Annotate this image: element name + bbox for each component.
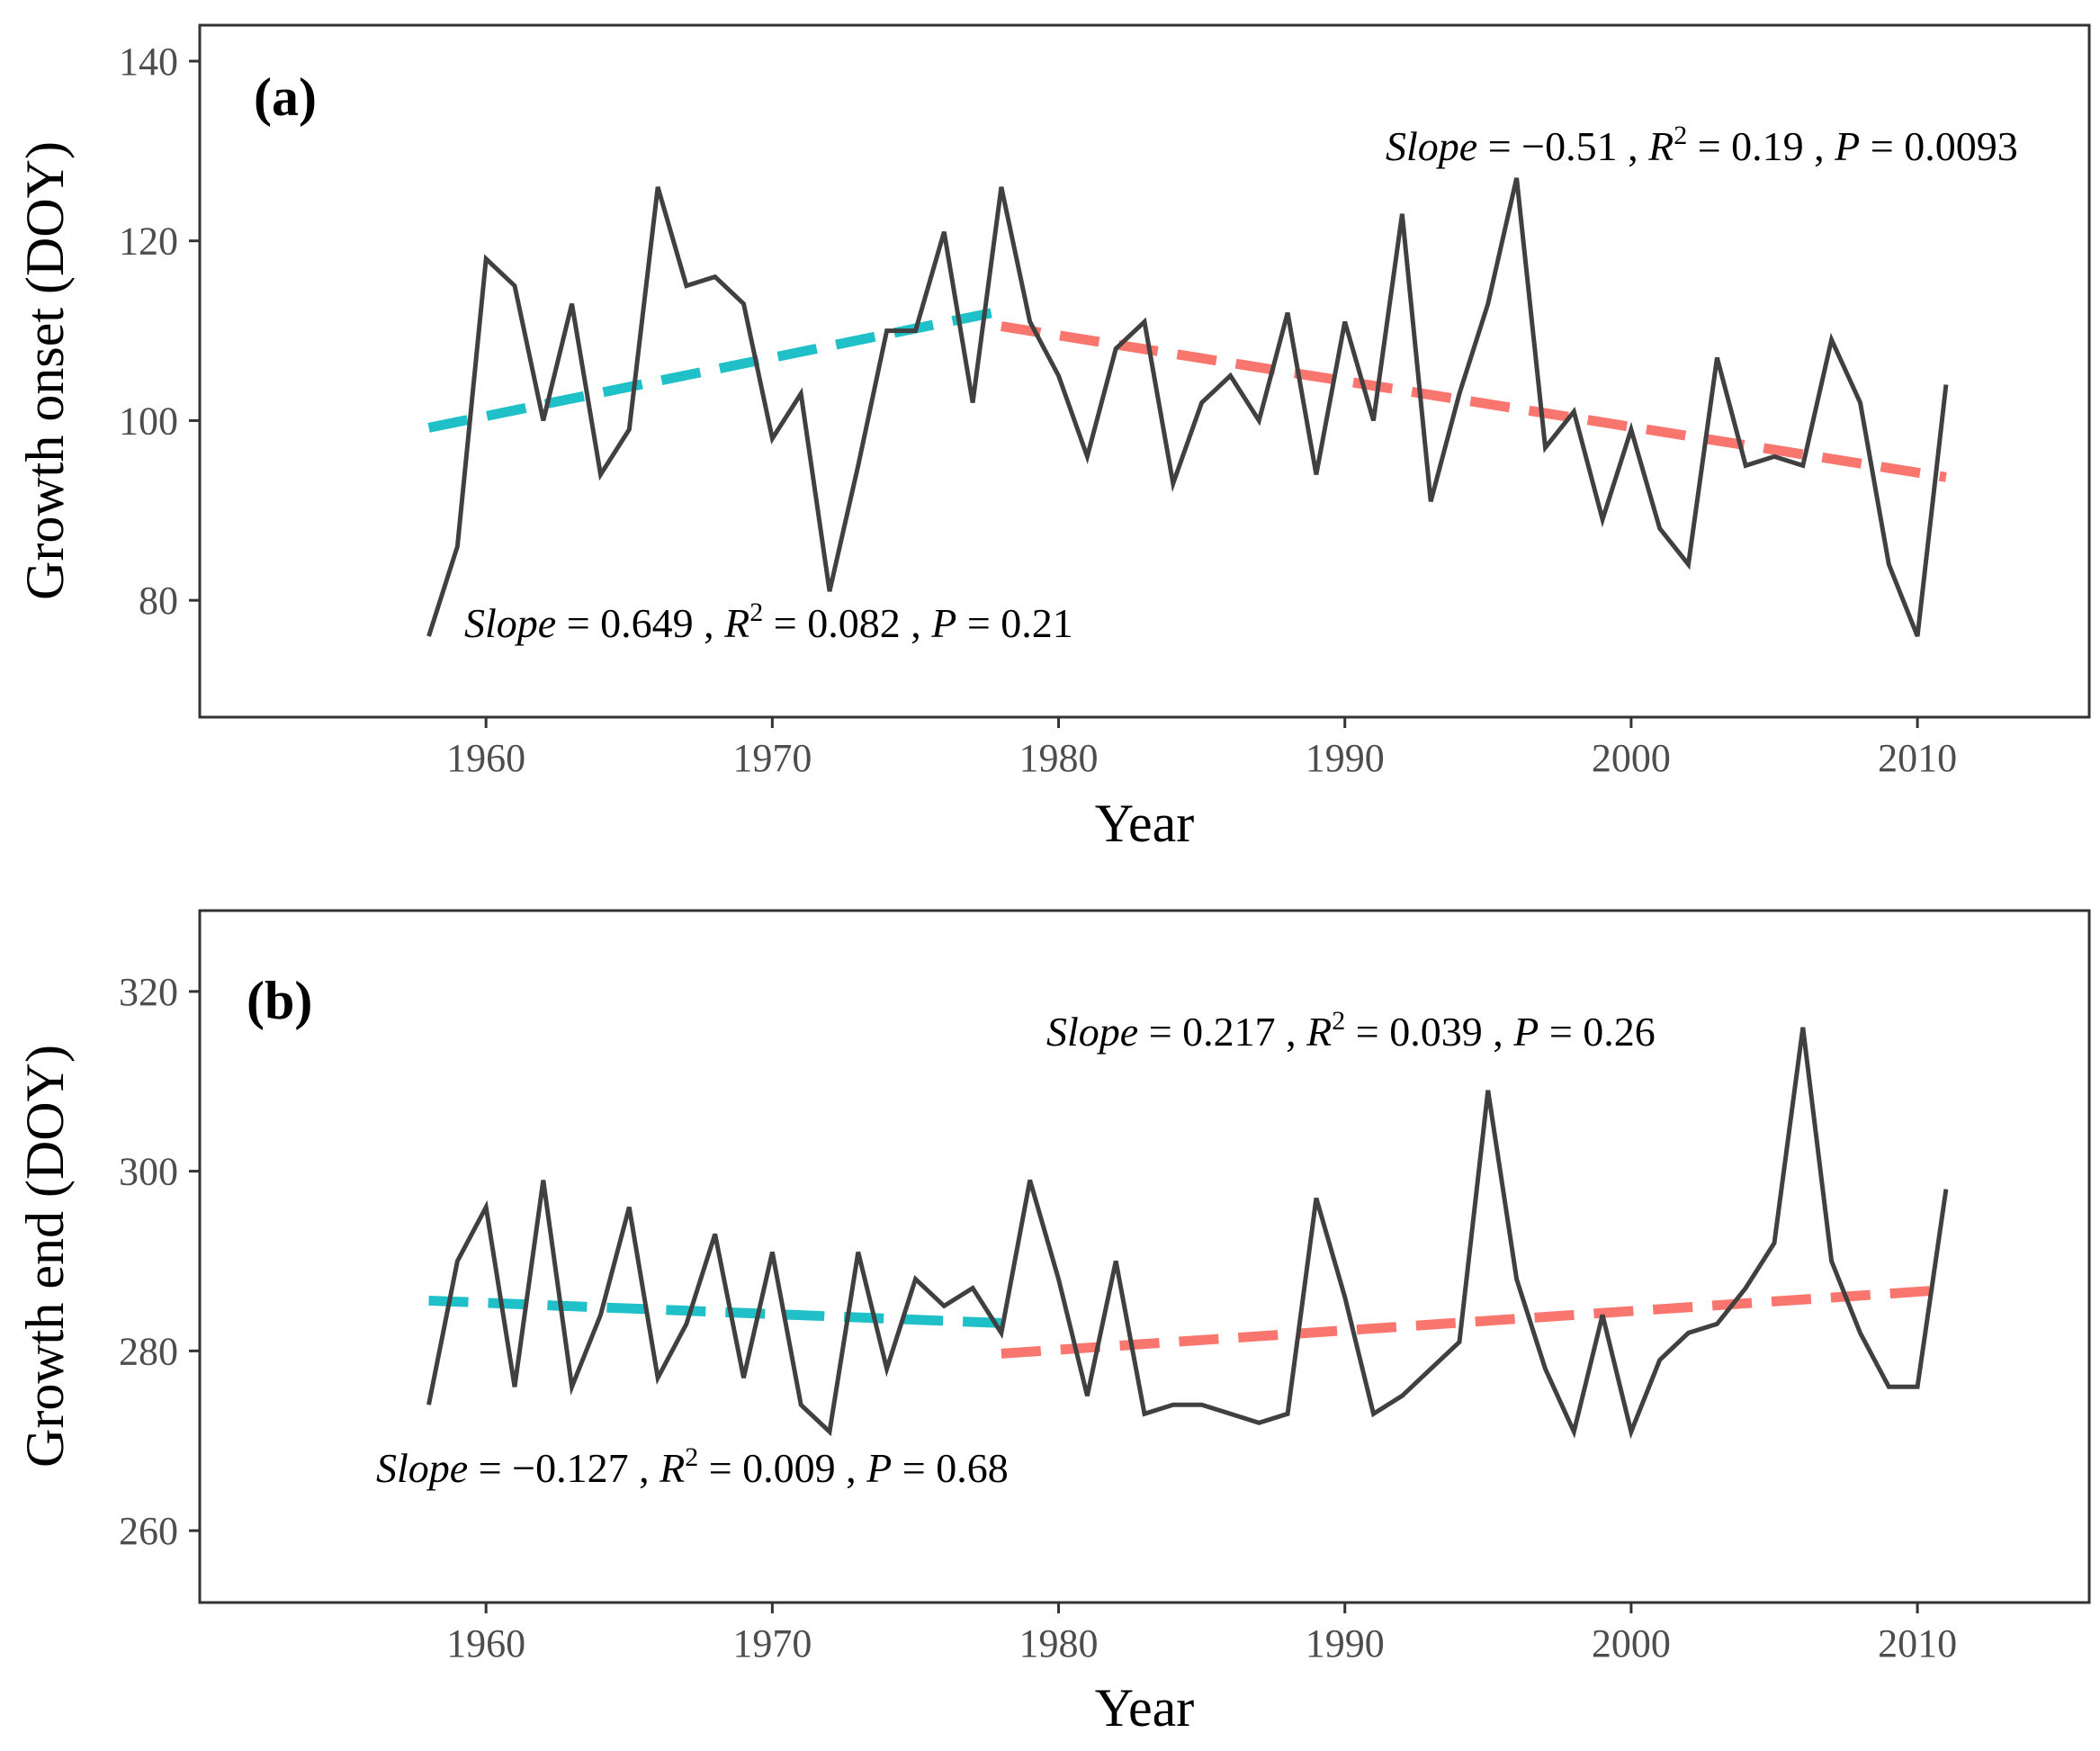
panel-b-frame	[198, 909, 2091, 1604]
panel-a-x-tick-label: 1990	[1306, 736, 1385, 780]
panel-b-y-tick-label: 320	[119, 970, 178, 1014]
panel-b-ticks: 1960 1970 1980 1990 2000 2010 260 280 300 320	[119, 970, 1957, 1666]
panel-b-x-tick-label: 1990	[1306, 1621, 1385, 1666]
panel-a-label: (a)	[254, 67, 317, 127]
panel-b-trend-line-late	[1001, 1284, 1947, 1359]
panel-b-y-tick-label: 280	[119, 1329, 178, 1373]
panel-a-frame	[198, 23, 2091, 719]
panel-a-x-tick-label: 1960	[446, 736, 525, 780]
panel-b-x-tick-label: 2010	[1878, 1621, 1957, 1666]
panel-b-x-tick-label: 1970	[732, 1621, 812, 1666]
panel-b-y-tick-label: 300	[119, 1150, 178, 1194]
panel-a-annotation-late: Slope = −0.51 , R2 = 0.19 , P = 0.0093	[1386, 121, 2018, 169]
panel-b-x-axis-title: Year	[1095, 1678, 1195, 1738]
panel-b-annotation-late: Slope = 0.217 , R2 = 0.039 , P = 0.26	[1046, 1006, 1656, 1055]
panel-a-y-axis-title: Growth onset (DOY)	[15, 141, 75, 600]
panel-b-x-tick-label: 2000	[1592, 1621, 1671, 1666]
panel-a-ticks: 1960 1970 1980 1990 2000 2010 80 100 120 140	[119, 40, 1957, 780]
panel-a-y-tick-label: 100	[119, 399, 178, 443]
panel-b-series-line	[426, 1027, 1949, 1440]
panel-a-x-tick-label: 2010	[1878, 736, 1957, 780]
panel-a-y-tick-label: 80	[139, 579, 178, 623]
panel-a-y-tick-label: 120	[119, 220, 178, 264]
panel-a-x-tick-label: 1980	[1019, 736, 1099, 780]
panel-b-series	[426, 1027, 1949, 1440]
panel-a-trend-line-late	[1001, 321, 1947, 482]
panel-b-label: (b)	[247, 971, 312, 1030]
panel-b-x-tick-label: 1960	[446, 1621, 525, 1666]
panel-a-x-tick-label: 1970	[732, 736, 812, 780]
panel-a-x-axis-title: Year	[1095, 794, 1195, 853]
panel-b-annotation-early: Slope = −0.127 , R2 = 0.009 , P = 0.68	[376, 1442, 1009, 1491]
panel-a-annotation-early: Slope = 0.649 , R2 = 0.082 , P = 0.21	[464, 597, 1073, 646]
panel-a-y-tick-label: 140	[119, 40, 178, 84]
panel-a-series	[426, 177, 1949, 638]
panel-b-y-tick-label: 260	[119, 1509, 178, 1553]
panel-a-x-tick-label: 2000	[1592, 736, 1671, 780]
panel-b: 1960 1970 1980 1990 2000 2010 260 280 300 320 (b)…	[15, 909, 2091, 1738]
panel-b-y-axis-title: Growth end (DOY)	[15, 1045, 75, 1468]
panel-a-series-line	[426, 177, 1949, 638]
panel-b-x-tick-label: 1980	[1019, 1621, 1099, 1666]
